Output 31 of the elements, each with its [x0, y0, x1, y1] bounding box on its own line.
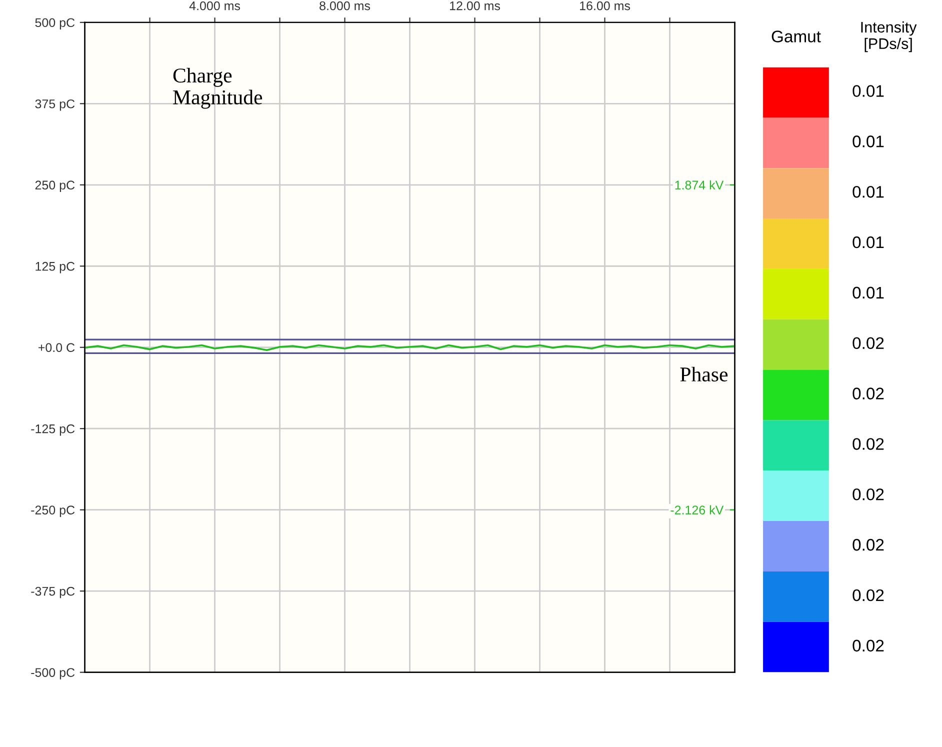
data-label: 0.02 [852, 488, 884, 500]
text: Gamut [772, 30, 821, 42]
data-label: 0.02 [852, 640, 884, 652]
y-tick-label: 125 pC [36, 262, 75, 274]
y-tick-label: -125 pC [31, 424, 75, 436]
annotation: Charge Magnitude [173, 68, 262, 109]
y-tick-label: 500 pC [35, 18, 75, 30]
y-tick-label: -375 pC [31, 586, 75, 598]
x-tick-label: 8.000 ms [320, 1, 370, 10]
y2-tick-label: -2.126 kV [670, 505, 724, 514]
data-label: 0.01 [852, 236, 884, 248]
y-tick-label: +0.0 C [38, 343, 75, 352]
data-label: 0.02 [852, 538, 884, 551]
data-label: 0.02 [852, 438, 884, 450]
data-label: 0.02 [852, 589, 884, 602]
data-label: 0.01 [852, 286, 884, 299]
y-tick-label: 250 pC [35, 180, 75, 192]
data-label: 0.02 [852, 337, 884, 350]
x-tick-label: 12.00 ms [450, 1, 500, 10]
y-tick-label: -500 pC [31, 668, 75, 680]
legend-title: Intensity [PDs/s] [861, 21, 917, 52]
x-tick-label: 4.000 ms [189, 1, 240, 10]
y-tick-label: -250 pC [31, 506, 75, 517]
annotation: Phase [680, 366, 728, 382]
x-tick-label: 16.00 ms [580, 1, 630, 10]
data-label: 0.02 [852, 388, 884, 400]
data-label: 0.01 [852, 85, 884, 97]
data-label: 0.01 [852, 136, 884, 148]
y2-tick-label: 1.874 kV [675, 180, 724, 190]
data-label: 0.01 [852, 186, 884, 198]
y-tick-label: 375 pC [35, 99, 75, 111]
